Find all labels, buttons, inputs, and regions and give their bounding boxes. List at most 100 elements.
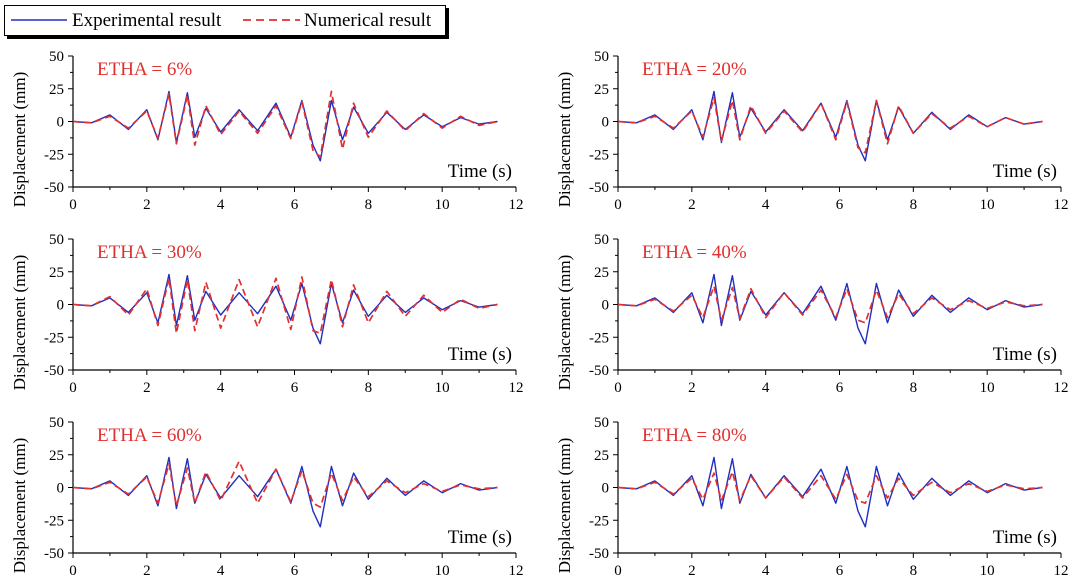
x-tick-label: 12 xyxy=(1054,563,1069,579)
chart-panel-2: 50 25 0 -25 -50 0 2 4 6 8 10 12 Displacement (mm) Tim… xyxy=(555,49,1069,213)
y-tick-label: 50 xyxy=(594,415,609,431)
x-tick-label: 2 xyxy=(143,563,151,579)
y-tick-label: 25 xyxy=(49,82,64,98)
x-tick-label: 6 xyxy=(836,563,844,579)
x-tick-label: 0 xyxy=(614,197,622,213)
y-tick-label: 50 xyxy=(49,415,64,431)
x-tick-label: 0 xyxy=(614,380,622,396)
y-tick-label: -25 xyxy=(589,147,609,163)
x-tick-label: 10 xyxy=(980,197,995,213)
x-tick-label: 4 xyxy=(762,563,770,579)
y-tick-label: 50 xyxy=(594,49,609,65)
x-tick-label: 6 xyxy=(836,197,844,213)
panel-title: ETHA = 20% xyxy=(642,59,747,80)
y-tick-label: 25 xyxy=(49,448,64,464)
chart-panel-3: 50 25 0 -25 -50 0 2 4 6 8 10 12 Displacement (mm) Tim… xyxy=(10,232,524,396)
x-tick-label: 10 xyxy=(435,563,450,579)
x-tick-label: 0 xyxy=(69,380,77,396)
x-tick-label: 6 xyxy=(291,563,299,579)
numerical-series-line xyxy=(72,460,498,508)
legend-numerical-label: Numerical result xyxy=(304,10,432,31)
experimental-series-line xyxy=(617,273,1043,345)
y-tick-label: 50 xyxy=(594,232,609,248)
legend: Experimental result Numerical result xyxy=(11,10,432,31)
numerical-series-line xyxy=(617,285,1043,324)
y-tick-label: 25 xyxy=(594,448,609,464)
x-tick-label: 12 xyxy=(1054,197,1069,213)
y-tick-label: -50 xyxy=(589,180,609,196)
y-tick-label: -50 xyxy=(44,180,64,196)
numerical-series-line xyxy=(617,97,1043,154)
y-axis-label: Displacement (mm) xyxy=(555,72,574,208)
numerical-series-line xyxy=(72,90,498,158)
x-tick-label: 4 xyxy=(762,197,770,213)
y-tick-label: 0 xyxy=(602,115,610,131)
x-tick-label: 2 xyxy=(688,563,696,579)
panel-title: ETHA = 30% xyxy=(97,242,202,263)
y-tick-label: -25 xyxy=(44,147,64,163)
x-tick-label: 8 xyxy=(365,197,373,213)
x-tick-label: 2 xyxy=(143,380,151,396)
y-tick-label: -50 xyxy=(44,363,64,379)
y-tick-label: -25 xyxy=(589,330,609,346)
x-tick-label: 2 xyxy=(143,197,151,213)
x-tick-label: 6 xyxy=(836,380,844,396)
panel-title: ETHA = 40% xyxy=(642,242,747,263)
y-tick-label: -25 xyxy=(44,330,64,346)
x-tick-label: 8 xyxy=(910,563,918,579)
x-tick-label: 8 xyxy=(365,563,373,579)
y-tick-label: 25 xyxy=(594,265,609,281)
x-tick-label: 2 xyxy=(688,380,696,396)
y-tick-label: 25 xyxy=(594,82,609,98)
x-tick-label: 12 xyxy=(509,380,524,396)
legend-box: Experimental result Numerical result xyxy=(4,5,446,36)
chart-panel-1: 50 25 0 -25 -50 0 2 4 6 8 10 12 Displacement (mm) Tim… xyxy=(10,49,524,213)
x-tick-label: 10 xyxy=(435,380,450,396)
x-tick-label: 6 xyxy=(291,197,299,213)
x-tick-label: 8 xyxy=(910,197,918,213)
x-tick-label: 0 xyxy=(69,563,77,579)
y-axis-label: Displacement (mm) xyxy=(10,72,29,208)
y-tick-label: 25 xyxy=(49,265,64,281)
numerical-series-line xyxy=(72,276,498,335)
x-tick-label: 4 xyxy=(217,563,225,579)
y-tick-label: -50 xyxy=(44,546,64,562)
y-tick-label: -50 xyxy=(589,546,609,562)
x-tick-label: 4 xyxy=(762,380,770,396)
experimental-series-line xyxy=(72,456,498,528)
chart-panel-6: 50 25 0 -25 -50 0 2 4 6 8 10 12 Displacement (mm) Tim… xyxy=(555,415,1069,579)
x-tick-label: 8 xyxy=(365,380,373,396)
x-tick-label: 10 xyxy=(435,197,450,213)
x-axis-label: Time (s) xyxy=(448,161,512,182)
y-tick-label: 0 xyxy=(57,115,65,131)
numerical-series-line xyxy=(617,470,1043,505)
panel-title: ETHA = 60% xyxy=(97,425,202,446)
x-axis-label: Time (s) xyxy=(993,161,1057,182)
x-tick-label: 12 xyxy=(509,563,524,579)
x-tick-label: 4 xyxy=(217,197,225,213)
x-tick-label: 10 xyxy=(980,380,995,396)
y-axis-label: Displacement (mm) xyxy=(555,255,574,391)
y-tick-label: 0 xyxy=(602,481,610,497)
x-tick-label: 0 xyxy=(614,563,622,579)
experimental-series-line xyxy=(617,456,1043,528)
y-tick-label: -50 xyxy=(589,363,609,379)
x-axis-label: Time (s) xyxy=(448,344,512,365)
x-axis-label: Time (s) xyxy=(993,527,1057,548)
x-tick-label: 12 xyxy=(509,197,524,213)
panel-title: ETHA = 6% xyxy=(97,59,192,80)
x-tick-label: 0 xyxy=(69,197,77,213)
y-tick-label: 0 xyxy=(57,481,65,497)
y-tick-label: -25 xyxy=(44,513,64,529)
y-axis-label: Displacement (mm) xyxy=(10,438,29,574)
panel-title: ETHA = 80% xyxy=(642,425,747,446)
y-tick-label: -25 xyxy=(589,513,609,529)
y-tick-label: 0 xyxy=(602,298,610,314)
x-tick-label: 2 xyxy=(688,197,696,213)
chart-panel-4: 50 25 0 -25 -50 0 2 4 6 8 10 12 Displacement (mm) Tim… xyxy=(555,232,1069,396)
x-tick-label: 4 xyxy=(217,380,225,396)
x-axis-label: Time (s) xyxy=(448,527,512,548)
y-axis-label: Displacement (mm) xyxy=(555,438,574,574)
y-axis-label: Displacement (mm) xyxy=(10,255,29,391)
